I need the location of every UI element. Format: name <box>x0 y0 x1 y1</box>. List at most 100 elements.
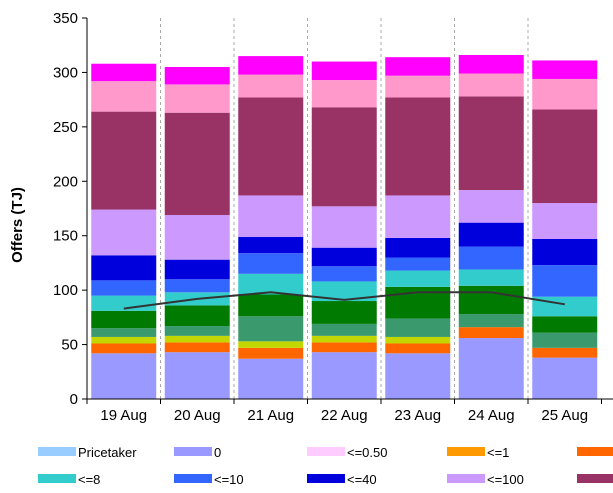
bar-segment <box>532 78 598 110</box>
y-tick-label: 250 <box>53 119 78 136</box>
bar-segment <box>532 347 598 358</box>
bar-segment <box>458 338 524 399</box>
bar-segment <box>458 222 524 247</box>
x-tick-label: 21 Aug <box>247 407 294 424</box>
bar-segment <box>311 206 377 248</box>
bar-segment <box>532 109 598 204</box>
bar-segment <box>91 209 157 256</box>
y-tick-label: 150 <box>53 228 78 245</box>
legend-swatch <box>577 447 613 456</box>
y-tick-label: 0 <box>70 391 78 408</box>
legend: Pricetaker 0 <=0.50 <=1 <=8 <=10 <=40 <=100 <box>38 445 613 487</box>
bar-segment <box>385 353 451 399</box>
legend-swatch <box>307 474 345 483</box>
legend-swatch <box>447 474 485 483</box>
bar-segment <box>311 301 377 324</box>
bar-segment <box>311 80 377 108</box>
legend-swatch <box>447 447 485 456</box>
legend-swatch <box>577 474 613 483</box>
bar-segment <box>311 61 377 81</box>
bar-segment <box>532 238 598 266</box>
legend-label: <=8 <box>78 472 100 487</box>
bar-segment <box>385 336 451 344</box>
legend-label: <=10 <box>214 472 244 487</box>
bar-segment <box>532 332 598 348</box>
bar-segment <box>311 342 377 353</box>
bar-segment <box>385 75 451 98</box>
bar-segment <box>164 215 230 260</box>
bar-segment <box>238 253 304 274</box>
bar-segment <box>91 343 157 354</box>
bar-segment <box>385 237 451 258</box>
bar-segment <box>458 55 524 74</box>
bar-segment <box>238 341 304 348</box>
legend-swatch <box>38 447 76 456</box>
x-tick-label: 24 Aug <box>468 407 515 424</box>
bar-segment <box>311 266 377 282</box>
bar-segment <box>91 81 157 112</box>
bar-segment <box>385 257 451 271</box>
legend-swatch <box>174 474 212 483</box>
bar-segment <box>238 358 304 399</box>
bar-segment <box>458 269 524 286</box>
bar-segment <box>91 111 157 210</box>
bar-segment <box>238 273 304 295</box>
bar-segment <box>458 96 524 190</box>
bar-segment <box>385 57 451 76</box>
bar-segment <box>458 314 524 328</box>
bar-segment <box>532 316 598 333</box>
bar-segment <box>311 323 377 336</box>
bar-segment <box>91 63 157 82</box>
bar-segment <box>91 295 157 311</box>
legend-label: <=40 <box>347 472 377 487</box>
bar-segment <box>532 357 598 399</box>
x-tick-label: 22 Aug <box>321 407 368 424</box>
bar-segment <box>164 84 230 113</box>
legend-label: 0 <box>214 445 221 460</box>
y-tick-label: 50 <box>61 337 78 354</box>
bar-segment <box>311 352 377 399</box>
bar-segment <box>385 318 451 337</box>
bar-segment <box>164 342 230 353</box>
legend-swatch <box>307 447 345 456</box>
x-tick-label: 23 Aug <box>394 407 441 424</box>
bar-segment <box>311 335 377 343</box>
bar-segment <box>91 280 157 296</box>
line-series <box>123 291 565 310</box>
bar-segment <box>164 305 230 327</box>
x-tick-label: 19 Aug <box>100 407 147 424</box>
legend-swatch <box>174 447 212 456</box>
bar-segment <box>238 236 304 254</box>
bar-segment <box>238 195 304 237</box>
bar-segment <box>164 66 230 85</box>
y-tick-label: 200 <box>53 173 78 190</box>
bar-segment <box>91 328 157 337</box>
bar-segment <box>385 97 451 196</box>
bar-segment <box>532 60 598 79</box>
plot-area: 19 Aug 20 Aug 21 Aug 22 Aug 23 Aug 24 Aug 25 A… <box>53 10 613 424</box>
bar-segment <box>458 246 524 270</box>
bar-segment <box>458 285 524 315</box>
bar-segment <box>91 255 157 281</box>
bar-segment <box>532 265 598 297</box>
bar-segment <box>311 281 377 302</box>
bar-segment <box>385 195 451 238</box>
bar-segment <box>238 316 304 342</box>
bar-segment <box>238 56 304 75</box>
legend-swatch <box>38 474 76 483</box>
bar-segment <box>532 203 598 239</box>
bar-segment <box>385 270 451 287</box>
bar-segment <box>164 279 230 293</box>
bar-segment <box>164 335 230 343</box>
legend-label: Pricetaker <box>78 445 137 460</box>
bar-segment <box>458 189 524 223</box>
bar-segment <box>164 326 230 336</box>
bar-segment <box>164 259 230 280</box>
bar-segment <box>311 107 377 207</box>
bar-segment <box>238 347 304 359</box>
bar-segment <box>385 343 451 354</box>
y-axis-label: Offers (TJ) <box>9 187 26 263</box>
y-tick-label: 350 <box>53 10 78 27</box>
y-tick-label: 300 <box>53 64 78 81</box>
